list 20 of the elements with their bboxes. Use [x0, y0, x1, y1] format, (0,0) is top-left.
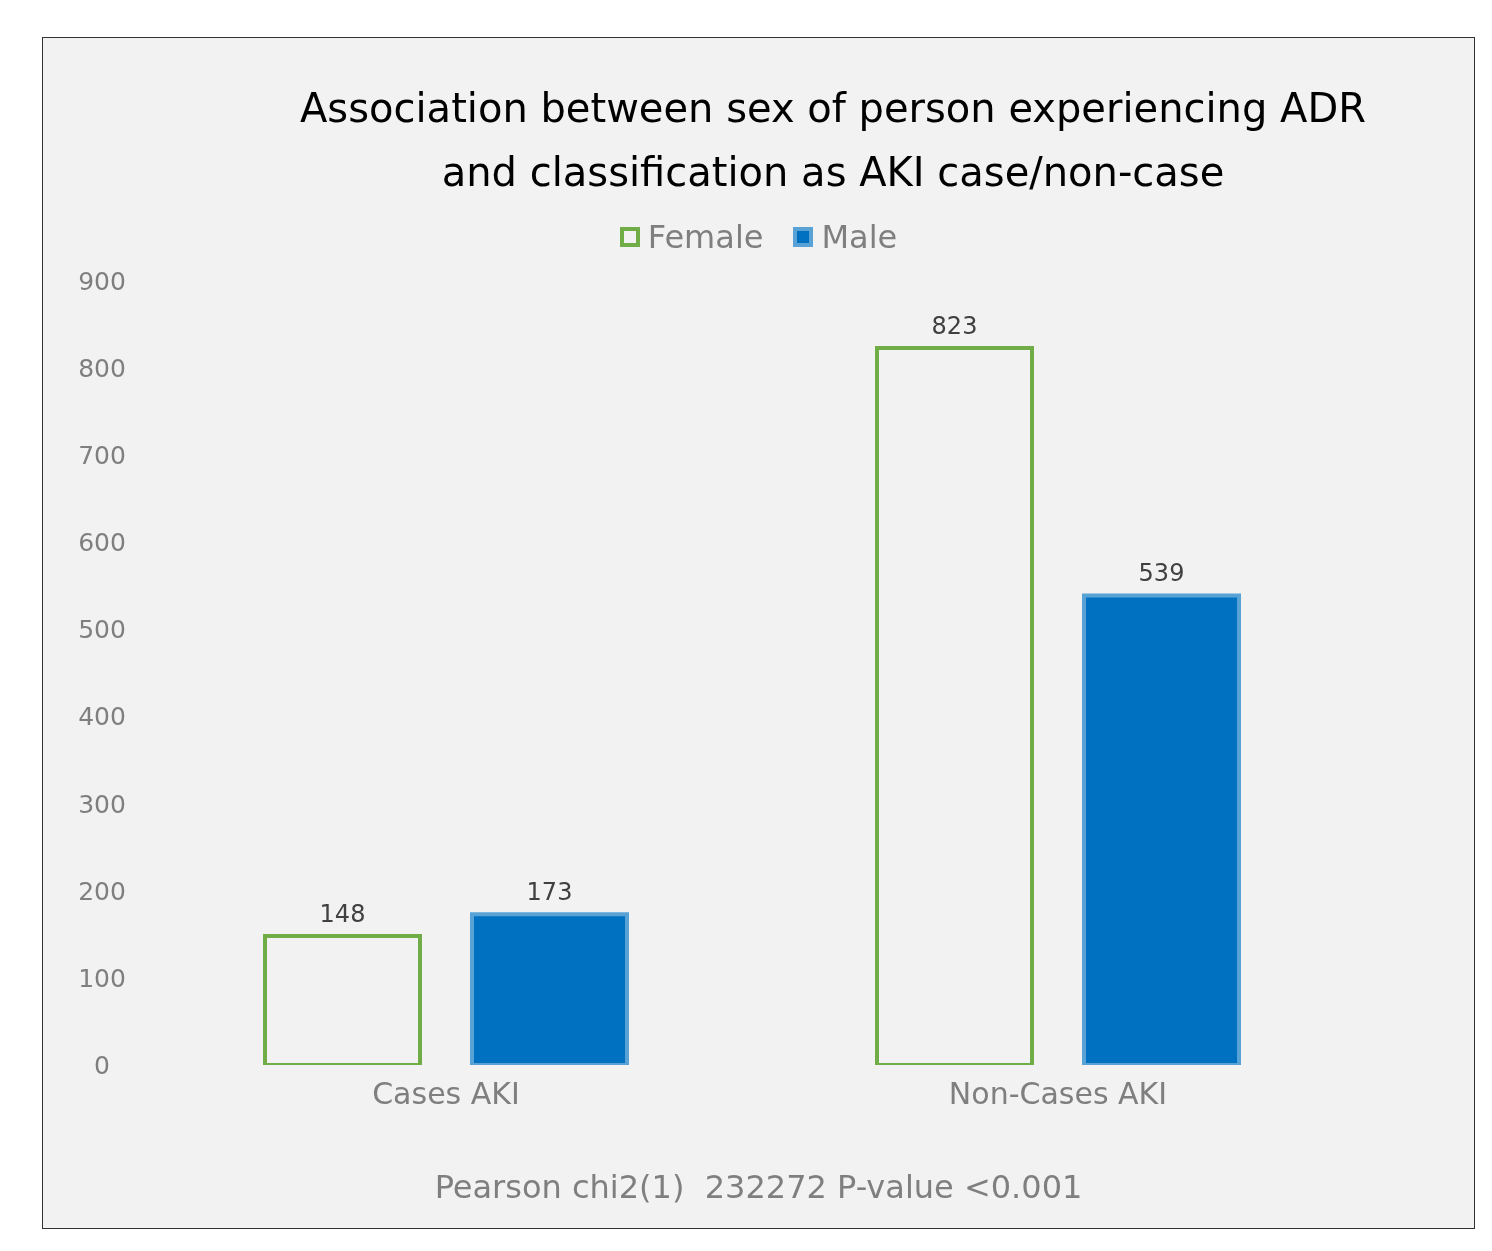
y-tick-label: 700: [78, 441, 126, 471]
chart-title: Association between sex of person experiencing ADR and classification as AKI case/non-case: [299, 84, 1367, 197]
x-tick-label: Non-Cases AKI: [948, 1076, 1168, 1112]
text: Pearson chi2(1) 232272 P-value <0.001: [433, 1168, 1084, 1206]
y-tick-label: 200: [78, 876, 126, 906]
legend-label: Male: [821, 218, 898, 256]
y-tick-label: 0: [94, 1050, 110, 1080]
data-label: 539: [1138, 559, 1185, 588]
legend-label: Female: [647, 218, 764, 256]
y-tick-label: 900: [78, 266, 126, 296]
y-tick-label: 800: [78, 353, 126, 383]
y-tick-label: 100: [78, 963, 126, 993]
data-label: 173: [526, 878, 573, 907]
y-tick-label: 400: [78, 702, 126, 732]
data-label: 148: [319, 900, 366, 929]
data-label: 823: [931, 312, 978, 341]
y-tick-label: 600: [78, 528, 126, 558]
y-tick-label: 300: [78, 789, 126, 819]
x-tick-label: Cases AKI: [372, 1076, 520, 1112]
y-tick-label: 500: [78, 615, 126, 645]
